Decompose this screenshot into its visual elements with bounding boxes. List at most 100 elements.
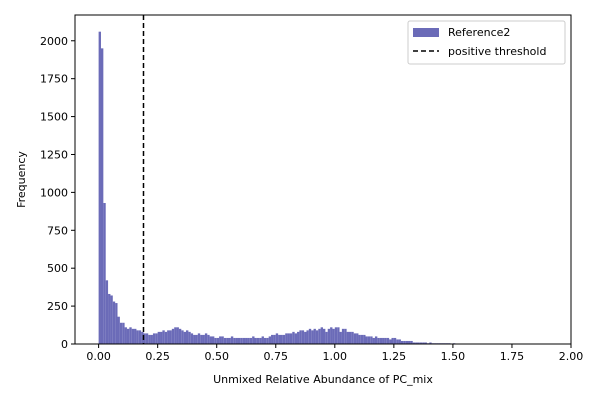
histogram-bar bbox=[266, 337, 269, 344]
histogram-bar bbox=[370, 336, 373, 344]
histogram-bar bbox=[386, 337, 390, 344]
histogram-bar bbox=[332, 328, 335, 344]
x-tick-label: 2.00 bbox=[559, 350, 584, 363]
histogram-bar bbox=[273, 334, 276, 344]
histogram-bar bbox=[389, 339, 392, 344]
histogram-bar bbox=[197, 333, 201, 344]
histogram-bar bbox=[134, 328, 137, 344]
histogram-bar bbox=[268, 336, 272, 344]
legend-label-threshold: positive threshold bbox=[448, 45, 546, 58]
histogram-bar bbox=[294, 333, 298, 344]
histogram-bar bbox=[237, 337, 241, 344]
plot-frame bbox=[74, 14, 572, 345]
histogram-bar bbox=[223, 337, 227, 344]
histogram-bar bbox=[242, 337, 246, 344]
histogram-bar bbox=[226, 337, 229, 344]
histogram-bar bbox=[372, 337, 375, 344]
histogram-bar bbox=[377, 337, 380, 344]
histogram-bar bbox=[200, 334, 203, 344]
histogram-bar bbox=[136, 330, 139, 344]
x-tick-label: 1.00 bbox=[323, 350, 348, 363]
histogram-bar bbox=[393, 337, 397, 344]
histogram-bar bbox=[327, 328, 331, 344]
y-tick-label: 500 bbox=[47, 262, 68, 275]
legend-box bbox=[407, 20, 566, 65]
histogram-bar bbox=[138, 330, 142, 344]
y-tick-label: 1500 bbox=[40, 111, 68, 124]
histogram-bar bbox=[221, 336, 224, 344]
histogram-bar bbox=[219, 336, 222, 344]
histogram-bar bbox=[263, 337, 267, 344]
histogram-bar bbox=[285, 333, 288, 344]
histogram-bar bbox=[417, 342, 420, 344]
histogram-bar bbox=[164, 331, 168, 344]
x-tick-label: 0.25 bbox=[145, 350, 170, 363]
histogram-bar bbox=[145, 333, 149, 344]
y-tick-label: 250 bbox=[47, 300, 68, 313]
histogram-bar bbox=[117, 316, 120, 344]
histogram-bar bbox=[256, 337, 260, 344]
y-tick-label: 1000 bbox=[40, 186, 68, 199]
histogram-bar bbox=[186, 330, 189, 344]
y-axis-label: Frequency bbox=[15, 151, 28, 208]
histogram-bar bbox=[108, 293, 111, 344]
histogram-bar bbox=[278, 334, 281, 344]
histogram-bar bbox=[353, 333, 357, 344]
histogram-bar bbox=[344, 328, 347, 344]
histogram-bar bbox=[247, 337, 250, 344]
histogram-bar bbox=[112, 301, 116, 344]
histogram-bar bbox=[254, 337, 257, 344]
x-axis-label: Unmixed Relative Abundance of PC_mix bbox=[213, 373, 433, 386]
histogram-bar bbox=[124, 327, 127, 344]
histogram-bar bbox=[292, 331, 295, 344]
histogram-bar bbox=[214, 337, 217, 344]
y-tick-label: 1250 bbox=[40, 148, 68, 161]
histogram-bar bbox=[311, 330, 314, 344]
x-tick-label: 1.75 bbox=[500, 350, 525, 363]
histogram-bar bbox=[419, 342, 423, 344]
histogram-bar bbox=[365, 336, 368, 344]
histogram-bar bbox=[400, 340, 404, 344]
histogram-bars bbox=[98, 31, 501, 345]
histogram-bar bbox=[207, 334, 210, 344]
histogram-bar bbox=[129, 327, 132, 344]
histogram-bar bbox=[415, 342, 418, 344]
histogram-bar bbox=[325, 331, 328, 344]
x-tick-label: 1.50 bbox=[441, 350, 466, 363]
histogram-bar bbox=[122, 322, 125, 344]
histogram-bar bbox=[126, 328, 130, 344]
histogram-bar bbox=[297, 331, 300, 344]
histogram-bar bbox=[330, 327, 333, 344]
histogram-bar bbox=[148, 334, 151, 344]
histogram-bar bbox=[110, 295, 113, 344]
histogram-bar bbox=[233, 337, 236, 344]
histogram-bar bbox=[422, 342, 425, 344]
histogram-bar bbox=[339, 331, 342, 344]
histogram-bar bbox=[103, 203, 106, 344]
histogram-bar bbox=[287, 333, 290, 344]
histogram-bar bbox=[230, 336, 234, 344]
histogram-bar bbox=[334, 327, 338, 344]
histogram-bar bbox=[356, 333, 359, 344]
histogram-bar bbox=[391, 337, 394, 344]
histogram-bar bbox=[176, 327, 179, 344]
histogram-bar bbox=[169, 330, 172, 344]
x-tick-label: 0.50 bbox=[204, 350, 229, 363]
histogram-bar bbox=[167, 330, 170, 344]
histogram-bar bbox=[280, 334, 283, 344]
histogram-bar bbox=[228, 337, 231, 344]
histogram-bar bbox=[301, 330, 305, 344]
histogram-bar bbox=[115, 303, 118, 344]
legend-label-reference2: Reference2 bbox=[448, 26, 510, 39]
x-tick-label: 0.75 bbox=[264, 350, 289, 363]
histogram-bar bbox=[204, 333, 208, 344]
histogram-bar bbox=[209, 336, 212, 344]
histogram-bar bbox=[341, 328, 345, 344]
histogram-bar bbox=[398, 339, 401, 344]
legend: Reference2 positive threshold bbox=[407, 20, 566, 65]
histogram-bar bbox=[348, 331, 352, 344]
histogram-bar bbox=[240, 337, 243, 344]
histogram-bar bbox=[245, 337, 248, 344]
histogram-bar bbox=[374, 336, 378, 344]
